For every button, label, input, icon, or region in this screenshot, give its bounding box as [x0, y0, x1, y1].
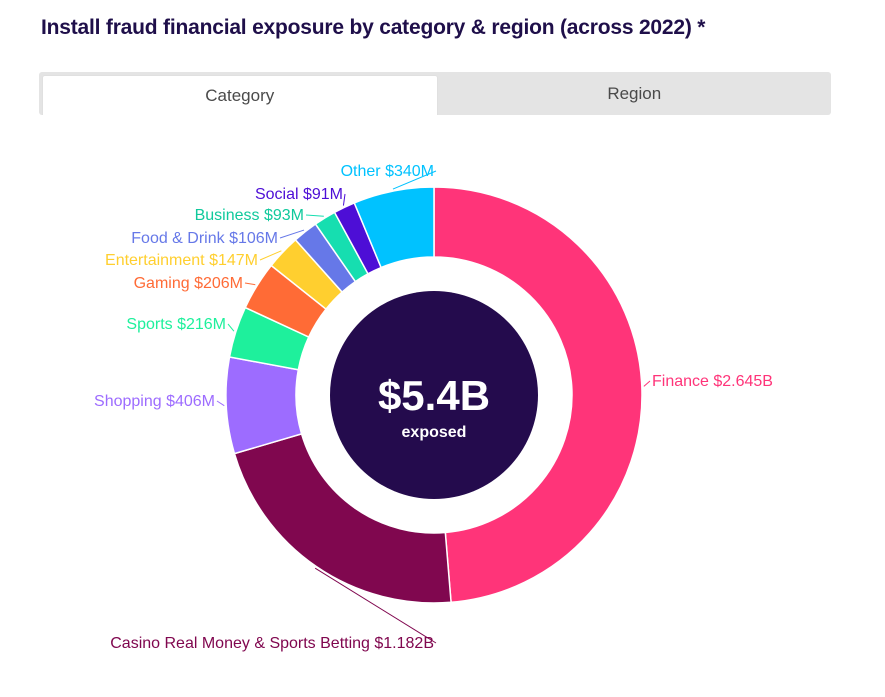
center-value: $5.4B: [378, 372, 490, 419]
label-casino-real-money-and-sports-betting: Casino Real Money & Sports Betting $1.18…: [110, 635, 434, 652]
label-business: Business $93M: [195, 207, 304, 224]
label-shopping: Shopping $406M: [94, 393, 215, 410]
leader-business: [305, 214, 324, 217]
leader-other: [392, 170, 437, 190]
leader-sports: [227, 323, 235, 332]
leader-finance: [643, 380, 651, 387]
center-circle: [330, 291, 538, 499]
label-social: Social $91M: [255, 186, 343, 203]
tab-region[interactable]: Region: [607, 83, 662, 103]
slice-other[interactable]: [353, 186, 435, 269]
label-gaming: Gaming $206M: [134, 275, 243, 292]
label-food-and-drink: Food & Drink $106M: [131, 230, 278, 247]
leader-shopping: [216, 400, 225, 407]
chart-title: Install fraud financial exposure by cate…: [41, 16, 706, 39]
label-entertainment: Entertainment $147M: [105, 252, 258, 269]
leader-gaming: [244, 282, 256, 286]
leader-entertainment: [259, 250, 282, 261]
leader-food-and-drink: [279, 229, 305, 239]
label-other: Other $340M: [341, 163, 434, 180]
slice-finance[interactable]: [433, 186, 643, 604]
tab-category[interactable]: Category: [42, 75, 438, 115]
label-finance: Finance $2.645B: [652, 373, 773, 390]
leader-social: [342, 193, 346, 206]
label-sports: Sports $216M: [126, 316, 226, 333]
leader-casino-real-money-and-sports-betting: [314, 567, 437, 644]
tab-bar: Category Region: [39, 72, 831, 115]
center-label: exposed: [402, 424, 467, 441]
